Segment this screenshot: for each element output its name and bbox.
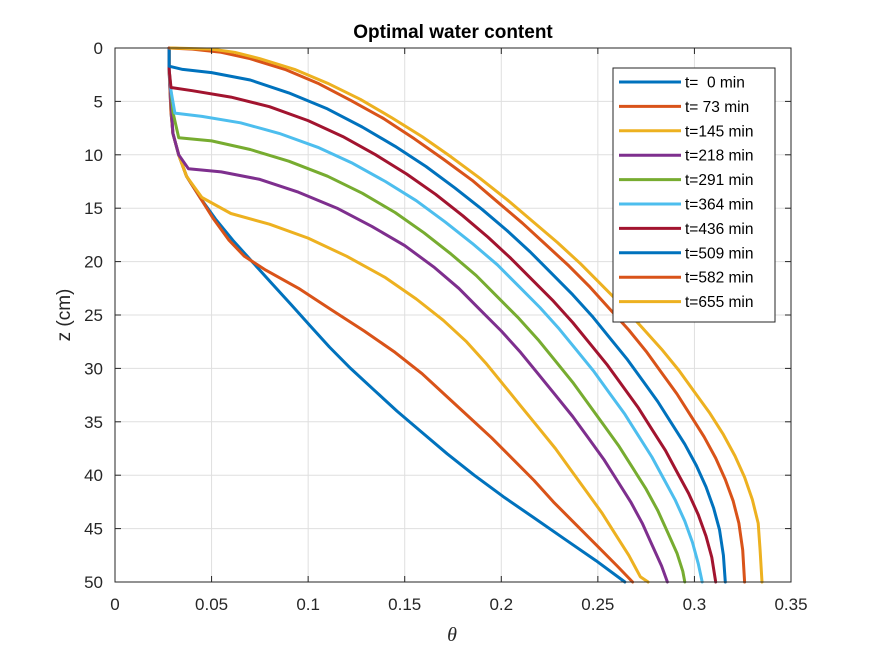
legend-label-0: t= 0 min [685,75,745,92]
y-tick-label: 0 [94,39,103,58]
x-tick-label: 0.25 [581,595,614,614]
legend-box [612,67,776,323]
series-line-5 [167,46,704,584]
series-line-7 [167,46,727,584]
x-tick-label: 0.1 [296,595,320,614]
series-lines [167,46,764,584]
x-tick-label: 0.05 [195,595,228,614]
x-tick-label: 0.15 [388,595,421,614]
x-axis-label: θ [447,624,457,646]
y-tick-label: 50 [84,573,103,592]
legend: t= 0 min t= 73 min t=145 min t=218 min t=291… [612,67,776,323]
x-tick-label: 0.3 [683,595,707,614]
y-tick-label: 15 [84,199,103,218]
legend-label-6: t=436 min [685,221,754,238]
series-line-6 [167,46,718,584]
y-axis-label: z (cm) [54,289,75,342]
series-line-3 [167,46,669,584]
series-line-4 [167,46,687,584]
y-tick-label: 10 [84,146,103,165]
x-tick-label: 0 [110,595,119,614]
legend-label-4: t=291 min [685,172,754,189]
y-tick-label: 40 [84,466,103,485]
legend-label-3: t=218 min [685,148,754,165]
legend-label-5: t=364 min [685,197,754,214]
legend-label-7: t=509 min [685,245,754,262]
legend-label-2: t=145 min [685,123,754,140]
series-line-9 [169,46,764,584]
y-tick-label: 35 [84,413,103,432]
x-tick-label: 0.2 [489,595,513,614]
y-tick-label: 30 [84,359,103,378]
axis-ticks: 0 0.05 0.1 0.15 0.2 0.25 0.3 0.35 0 5 10 15 20 25 30 35… [84,39,807,614]
series-line-8 [167,46,747,584]
y-tick-label: 45 [84,520,103,539]
legend-label-9: t=655 min [685,294,754,311]
x-tick-label: 0.35 [774,595,807,614]
series-line-2 [167,46,650,584]
y-tick-label: 20 [84,253,103,272]
chart-title: Optimal water content [353,22,553,43]
legend-label-1: t= 73 min [685,99,749,116]
y-tick-label: 5 [94,92,103,111]
y-tick-label: 25 [84,306,103,325]
legend-label-8: t=582 min [685,270,754,287]
